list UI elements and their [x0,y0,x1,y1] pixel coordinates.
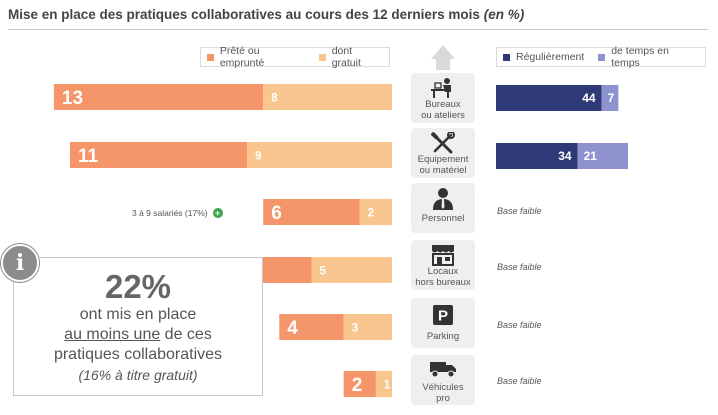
title-main: Mise en place des pratiques collaborativ… [8,7,480,22]
bar-prete [263,199,360,225]
info-percentage: 22% [104,268,172,305]
category-label-line1: Personnel [421,213,465,224]
category-label-line2: pro [436,393,450,404]
category-label-line1: Bureaux [425,99,461,110]
shop-icon [432,245,454,266]
category-label-line1: Locaux [427,266,459,277]
value-label-prete: 13 [62,88,83,109]
bar-temps-en-temps [601,85,619,111]
value-label-prete: 4 [287,318,298,339]
category-card-bureaux: Bureaux ou ateliers [411,73,475,123]
category-card-personnel: Personnel [411,183,475,233]
info-line-2-underlined: au moins une [64,326,161,343]
up-arrow-icon [431,45,455,59]
category-label-locaux: Locaux hors bureaux [415,266,470,288]
bar-gratuit [311,257,392,283]
category-label-equipement: Equipement ou matériel [418,154,469,176]
desk-worker-icon [431,78,451,98]
info-box: 22% ont mis en place au moins une de ces… [13,257,263,396]
bar-prete [53,84,264,110]
legend-swatch-prete [207,53,214,61]
legend-swatch-regulierement [503,53,510,61]
base-faible-parking: Base faible [497,320,542,330]
plus-icon: + [212,208,223,218]
legend-item-temps: de temps en temps [598,45,699,69]
category-label-line2: ou matériel [419,165,467,176]
legend-label-temps: de temps en temps [611,45,669,69]
bar-gratuit [343,314,392,340]
category-card-locaux: Locaux hors bureaux [411,240,475,290]
title-unit: (en %) [483,7,525,22]
category-card-equipement: Equipement ou matériel [411,128,475,178]
chart-title: Mise en place des pratiques collaborativ… [8,7,524,22]
info-line-1: ont mis en place [79,306,197,323]
info-line-4: (16% à titre gratuit) [78,367,198,383]
value-label-gratuit: 8 [271,93,278,105]
value-label-gratuit: 2 [368,208,374,220]
bar-gratuit [247,142,392,168]
title-divider [8,29,708,30]
legend-label-prete: Prêté ou emprunté [219,45,265,69]
legend-item-gratuit: dont gratuit [318,45,383,69]
value-label-gratuit: 5 [320,266,327,278]
up-arrow-stem [436,58,450,70]
category-label-bureaux: Bureaux ou ateliers [421,99,465,121]
bar-temps-en-temps [577,143,628,169]
category-label-line2: ou ateliers [421,110,465,121]
base-faible-vehicules: Base faible [497,376,542,386]
category-card-parking: P Parking [411,298,475,348]
value-label-temps: 7 [608,91,615,105]
info-line-2: au moins une de ces [14,325,262,345]
personnel-note: 3 à 9 salariés (17%) + [132,208,223,218]
bar-prete [70,142,248,168]
bar-gratuit [359,199,392,225]
bar-prete [343,371,376,397]
value-label-prete: 2 [352,375,363,396]
personnel-note-text: 3 à 9 salariés (17%) [132,208,208,218]
bar-gratuit [263,84,392,110]
info-icon: i [1,244,39,282]
category-label-line2: hors bureaux [415,277,471,288]
tools-icon [431,132,455,154]
value-label-regulierement: 44 [582,91,596,105]
legend-item-regulierement: Régulièrement [503,51,584,63]
legend-right: Régulièrement de temps en temps [496,45,706,69]
category-card-vehicules: Véhicules pro [411,355,475,405]
svg-text:P: P [438,308,448,325]
base-faible-locaux: Base faible [497,262,542,272]
bar-prete [279,314,344,340]
person-icon [433,188,453,210]
category-label-line1: Equipement [417,154,469,165]
category-label-personnel: Personnel [422,213,465,224]
category-label-vehicules: Véhicules pro [422,382,463,404]
value-label-gratuit: 9 [255,151,261,163]
value-label-regulierement: 34 [558,149,572,163]
legend-swatch-temps [598,53,606,61]
bar-regulierement [496,85,602,111]
legend-swatch-gratuit [318,53,326,61]
info-line-3: pratiques collaboratives [53,346,223,363]
value-label-prete: 11 [78,146,99,167]
truck-icon [430,362,456,378]
bar-gratuit [375,371,392,397]
category-label-line1: Véhicules [422,382,464,393]
legend-label-gratuit: dont gratuit [331,45,361,69]
base-faible-personnel: Base faible [497,206,542,216]
value-label-temps: 21 [584,149,598,163]
category-label-line1: Parking [426,331,460,342]
value-label-gratuit: 3 [352,323,358,335]
value-label-gratuit: 1 [384,380,391,392]
category-label-parking: Parking [427,331,459,342]
legend-item-prete: Prêté ou emprunté [207,45,305,69]
parking-icon: P [433,305,453,325]
legend-label-regulierement: Régulièrement [516,51,585,63]
value-label-prete: 6 [271,203,282,224]
bar-regulierement [496,143,578,169]
legend-left: Prêté ou emprunté dont gratuit [200,45,390,69]
info-line-2-rest: de ces [160,326,212,343]
